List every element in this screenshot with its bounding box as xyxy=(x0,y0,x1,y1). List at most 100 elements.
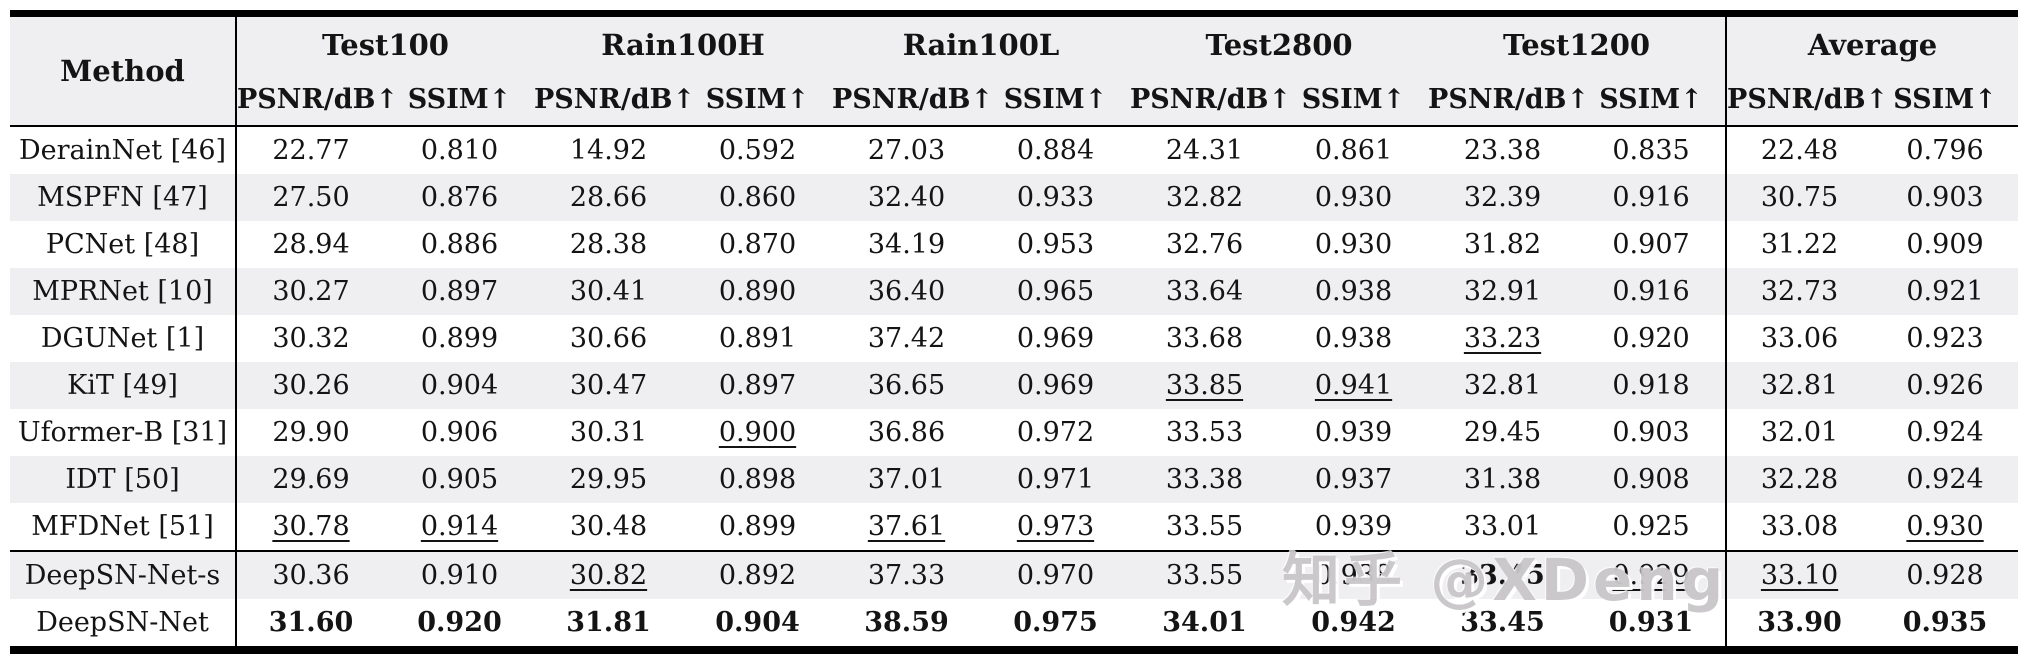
metric-value: 29.90 xyxy=(236,409,385,456)
metric-value: 0.903 xyxy=(1872,174,2019,221)
metric-value: 31.38 xyxy=(1428,456,1578,503)
metric-value: 0.835 xyxy=(1577,126,1727,174)
table-row: DeepSN-Net-s 30.36 0.910 30.82 0.892 37.33 0.9… xyxy=(10,550,2019,599)
metric-value: 29.69 xyxy=(236,456,385,503)
metric-value: 0.920 xyxy=(385,599,534,650)
metric-value: 33.01 xyxy=(1428,503,1578,551)
metric-value: 37.61 xyxy=(832,503,981,551)
metric-value: 28.38 xyxy=(534,221,683,268)
metric-value: 33.90 xyxy=(1725,599,1873,650)
metric-value: 0.907 xyxy=(1577,221,1727,268)
metric-header: PSNR/dB↑ xyxy=(1725,73,1888,127)
metric-value: 0.930 xyxy=(1279,174,1429,221)
metric-value: 0.965 xyxy=(981,268,1130,315)
method-name: DerainNet [46] xyxy=(10,126,237,174)
metric-value: 30.31 xyxy=(534,409,683,456)
metric-value: 0.892 xyxy=(683,550,832,599)
metric-value: 37.42 xyxy=(832,315,981,362)
method-name: DeepSN-Net-s xyxy=(10,550,237,599)
metric-value: 34.01 xyxy=(1130,599,1279,650)
metric-value: 33.64 xyxy=(1130,268,1279,315)
metric-value: 0.876 xyxy=(385,174,534,221)
metric-value: 0.969 xyxy=(981,362,1130,409)
metric-header: SSIM↑ xyxy=(683,73,832,127)
metric-value: 30.27 xyxy=(236,268,385,315)
metric-value: 0.938 xyxy=(1279,268,1429,315)
table-row: MPRNet [10] 30.27 0.897 30.41 0.890 36.40 0.96… xyxy=(10,268,2019,315)
table-row: MSPFN [47] 27.50 0.876 28.66 0.860 32.40 0.933… xyxy=(10,174,2019,221)
metric-value: 30.36 xyxy=(236,550,385,599)
metric-value: 32.73 xyxy=(1725,268,1873,315)
metric-value: 0.899 xyxy=(683,503,832,551)
method-name: PCNet [48] xyxy=(10,221,237,268)
metric-value: 0.923 xyxy=(1872,315,2019,362)
metric-value: 0.870 xyxy=(683,221,832,268)
metric-value: 27.50 xyxy=(236,174,385,221)
metric-value: 0.891 xyxy=(683,315,832,362)
metric-value: 0.929 xyxy=(1577,550,1727,599)
metric-value: 33.85 xyxy=(1130,362,1279,409)
metric-value: 0.931 xyxy=(1577,599,1727,650)
metric-value: 33.06 xyxy=(1725,315,1873,362)
metric-value: 30.48 xyxy=(534,503,683,551)
metric-value: 38.59 xyxy=(832,599,981,650)
metric-value: 0.904 xyxy=(385,362,534,409)
method-name: DeepSN-Net xyxy=(10,599,237,650)
table-row: DeepSN-Net 31.60 0.920 31.81 0.904 38.59 0.975… xyxy=(10,599,2019,650)
metric-header: PSNR/dB↑ xyxy=(1428,73,1589,127)
metric-value: 0.921 xyxy=(1872,268,2019,315)
metric-value: 0.903 xyxy=(1577,409,1727,456)
results-table-container: Method Test100 Rain100H Rain100L Test2800 Tes… xyxy=(10,10,2019,654)
metric-value: 31.81 xyxy=(534,599,683,650)
metric-value: 27.03 xyxy=(832,126,981,174)
metric-value: 0.900 xyxy=(683,409,832,456)
metric-value: 0.928 xyxy=(1872,550,2019,599)
metric-value: 31.22 xyxy=(1725,221,1873,268)
metric-value: 0.861 xyxy=(1279,126,1429,174)
metric-value: 0.924 xyxy=(1872,409,2019,456)
metric-value: 30.41 xyxy=(534,268,683,315)
metric-value: 32.40 xyxy=(832,174,981,221)
metric-value: 32.81 xyxy=(1428,362,1578,409)
column-header-method: Method xyxy=(10,13,237,127)
metric-value: 0.810 xyxy=(385,126,534,174)
table-row: MFDNet [51] 30.78 0.914 30.48 0.899 37.61 0.97… xyxy=(10,503,2019,551)
method-name: MSPFN [47] xyxy=(10,174,237,221)
metric-value: 32.81 xyxy=(1725,362,1873,409)
metric-value: 32.76 xyxy=(1130,221,1279,268)
metric-value: 0.973 xyxy=(981,503,1130,551)
metric-header: SSIM↑ xyxy=(1279,73,1429,127)
metric-value: 0.953 xyxy=(981,221,1130,268)
metric-value: 29.45 xyxy=(1428,409,1578,456)
metric-header: PSNR/dB↑ xyxy=(832,73,993,127)
metric-value: 0.933 xyxy=(981,174,1130,221)
column-group-header: Rain100L xyxy=(832,13,1130,73)
metric-value: 0.897 xyxy=(385,268,534,315)
metric-value: 0.905 xyxy=(385,456,534,503)
table-row: DerainNet [46] 22.77 0.810 14.92 0.592 27.03 0… xyxy=(10,126,2019,174)
table-row: IDT [50] 29.69 0.905 29.95 0.898 37.01 0.971 33… xyxy=(10,456,2019,503)
metric-value: 33.23 xyxy=(1428,315,1578,362)
metric-value: 0.890 xyxy=(683,268,832,315)
metric-value: 0.916 xyxy=(1577,268,1727,315)
metric-value: 0.938 xyxy=(1279,315,1429,362)
metric-value: 32.28 xyxy=(1725,456,1873,503)
metric-value: 0.938 xyxy=(1279,550,1429,599)
metric-value: 33.53 xyxy=(1130,409,1279,456)
metric-value: 33.55 xyxy=(1130,503,1279,551)
metric-value: 0.937 xyxy=(1279,456,1429,503)
metric-value: 28.94 xyxy=(236,221,385,268)
metric-value: 30.47 xyxy=(534,362,683,409)
metric-value: 23.38 xyxy=(1428,126,1578,174)
metric-value: 37.01 xyxy=(832,456,981,503)
table-row: Uformer-B [31] 29.90 0.906 30.31 0.900 36.86 0… xyxy=(10,409,2019,456)
metric-value: 33.08 xyxy=(1725,503,1873,551)
metric-value: 36.86 xyxy=(832,409,981,456)
method-name: MFDNet [51] xyxy=(10,503,237,551)
metric-value: 33.45 xyxy=(1428,550,1578,599)
method-name: KiT [49] xyxy=(10,362,237,409)
metric-value: 0.942 xyxy=(1279,599,1429,650)
metric-value: 34.19 xyxy=(832,221,981,268)
metric-value: 30.66 xyxy=(534,315,683,362)
metric-header: SSIM↑ xyxy=(1577,73,1727,127)
